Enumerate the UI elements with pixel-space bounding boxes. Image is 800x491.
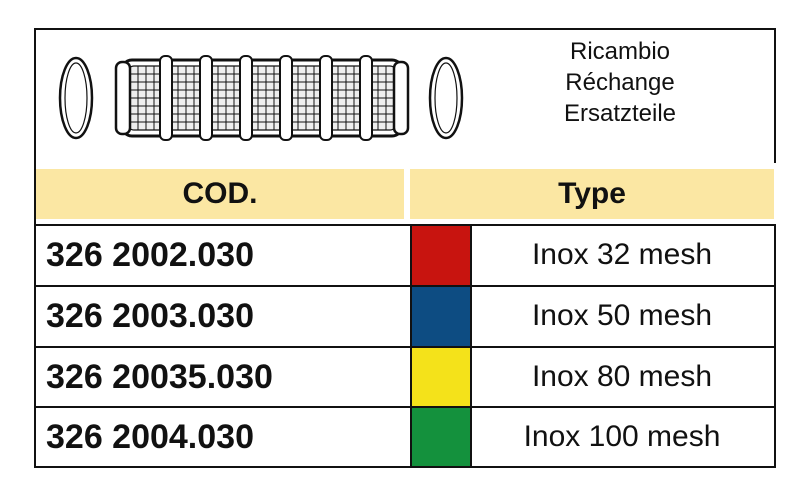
row-divider [34,406,776,408]
color-swatch [410,408,472,466]
filter-cartridge-illustration [58,55,464,141]
row-type: Inox 80 mesh [531,360,713,393]
filter-mesh-cartridge [114,55,410,141]
label-french: Réchange [565,69,675,96]
color-swatch [410,348,472,406]
row-code: 326 2004.030 [46,418,254,456]
header-code-label: COD. [182,177,258,210]
frame-left [34,28,36,468]
o-ring-right [428,56,464,140]
row-code: 326 2003.030 [46,297,254,335]
header-type: Type [410,169,774,219]
color-swatch [410,287,472,346]
row-divider [34,346,776,348]
row-type: Inox 32 mesh [531,238,713,271]
row-divider [34,224,776,226]
row-code: 326 20035.030 [46,358,273,396]
header-code: COD. [36,169,404,219]
row-type: Inox 100 mesh [523,420,721,453]
row-type: Inox 50 mesh [531,299,713,332]
label-german: Ersatzteile [563,100,677,127]
o-ring-left [58,56,94,140]
row-code: 326 2002.030 [46,236,254,274]
label-italian: Ricambio [569,38,671,65]
frame-bottom [34,466,776,468]
color-swatch [410,226,472,285]
header-type-label: Type [558,177,626,210]
frame-top [34,28,776,30]
frame-right [774,28,776,163]
spare-part-labels: Ricambio Réchange Ersatzteile [520,36,720,129]
row-divider [34,285,776,287]
